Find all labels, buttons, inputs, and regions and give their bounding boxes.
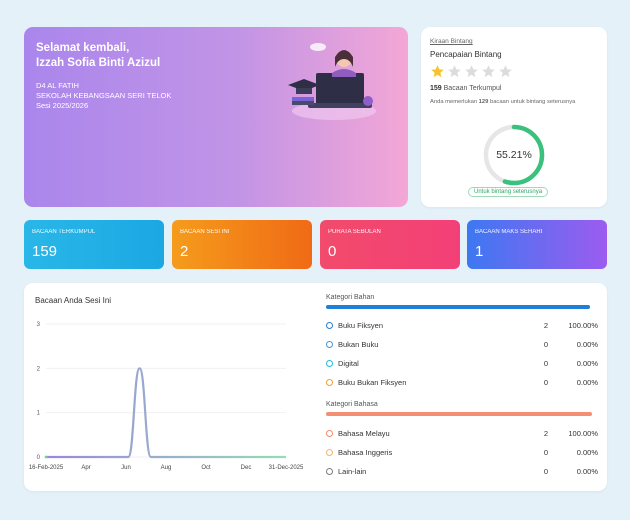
- session-readings-chart: 0 1 2 3 16-Feb-2025 Apr Jun Aug Oct Dec 31-Dec-20…: [29, 322, 304, 471]
- chart-title: Bacaan Anda Sesi Ini: [35, 296, 112, 305]
- collected-count: 159: [430, 85, 442, 92]
- category-dot-icon: [326, 341, 333, 348]
- y-tick-label: 3: [37, 322, 41, 328]
- x-tick-label: Apr: [81, 465, 90, 471]
- tile-monthly-average: PURATA SEBULAN 0: [320, 220, 460, 269]
- category-percent: 0.00%: [576, 340, 598, 349]
- need-suffix: bacaan untuk bintang seterusnya: [489, 99, 576, 105]
- tile-label: BACAAN SESI INI: [180, 229, 230, 235]
- category-dot-icon: [326, 468, 333, 475]
- category-count: 2: [543, 429, 548, 438]
- x-tick-label: 31-Dec-2025: [269, 465, 304, 471]
- welcome-banner: Selamat kembali, Izzah Sofia Binti Azizu…: [24, 27, 408, 207]
- category-row: Bahasa Inggeris 0 0.00%: [326, 447, 598, 459]
- category-count: 0: [543, 340, 548, 349]
- student-class: D4 AL FATIH: [36, 81, 79, 90]
- language-category-title: Kategori Bahasa: [326, 401, 378, 408]
- category-percent: 0.00%: [576, 359, 598, 368]
- category-row: Lain-lain 0 0.00%: [326, 466, 598, 478]
- tile-label: BACAAN TERKUMPUL: [32, 229, 96, 235]
- category-percent: 100.00%: [568, 429, 598, 438]
- progress-ring-arc: [483, 124, 545, 186]
- progress-percent: 55.21%: [496, 149, 532, 161]
- category-dot-icon: [326, 430, 333, 437]
- progress-ring: [483, 124, 545, 186]
- material-category-bar: [326, 305, 590, 309]
- tile-max-daily: BACAAN MAKS SEHARI 1: [467, 220, 607, 269]
- category-count: 0: [543, 467, 548, 476]
- school-name: SEKOLAH KEBANGSAAN SERI TELOK: [36, 91, 172, 100]
- category-name: Bukan Buku: [338, 340, 379, 349]
- category-row: Buku Bukan Fiksyen 0 0.00%: [326, 377, 598, 389]
- category-count: 0: [543, 359, 548, 368]
- star-empty-icon: [448, 65, 461, 78]
- category-name: Bahasa Melayu: [338, 429, 390, 438]
- category-percent: 0.00%: [576, 378, 598, 387]
- collected-label: Bacaan Terkumpul: [443, 85, 502, 92]
- category-dot-icon: [326, 360, 333, 367]
- y-tick-label: 0: [37, 455, 41, 461]
- tile-session-readings: BACAAN SESI INI 2: [172, 220, 312, 269]
- student-laptop-illustration: [288, 43, 376, 120]
- star-card-title: Pencapaian Bintang: [430, 50, 502, 59]
- star-empty-icon: [482, 65, 495, 78]
- star-count-link[interactable]: Kiraan Bintang: [430, 38, 473, 45]
- star-empty-icon: [499, 65, 512, 78]
- category-dot-icon: [326, 322, 333, 329]
- category-name: Lain-lain: [338, 467, 367, 476]
- tile-value: 2: [180, 243, 189, 260]
- welcome-greeting: Selamat kembali,: [36, 42, 130, 54]
- tile-total-readings: BACAAN TERKUMPUL 159: [24, 220, 164, 269]
- category-count: 0: [543, 378, 548, 387]
- category-percent: 100.00%: [568, 321, 598, 330]
- star-filled-icon: [431, 65, 444, 78]
- tile-value: 159: [32, 243, 58, 260]
- x-tick-label: Dec: [241, 465, 252, 471]
- tile-value: 1: [475, 243, 484, 260]
- category-row: Bahasa Melayu 2 100.00%: [326, 428, 598, 440]
- category-row: Digital 0 0.00%: [326, 358, 598, 370]
- language-category-bar: [326, 412, 592, 416]
- x-tick-label: Oct: [201, 465, 211, 471]
- material-category-title: Kategori Bahan: [326, 294, 375, 301]
- start-point-marker: [44, 455, 48, 459]
- need-prefix: Anda memerlukan: [430, 99, 478, 105]
- category-row: Bukan Buku 0 0.00%: [326, 339, 598, 351]
- x-tick-label: 16-Feb-2025: [29, 465, 64, 471]
- reading-stats-panel: Bacaan Anda Sesi Ini 0 1 2 3 16-Feb-2025 Apr…: [24, 283, 607, 491]
- next-star-pill: Untuk bintang seterusnya: [468, 187, 549, 197]
- x-tick-label: Aug: [161, 465, 172, 471]
- x-tick-label: Jun: [121, 465, 131, 471]
- category-percent: 0.00%: [576, 448, 598, 457]
- category-dot-icon: [326, 449, 333, 456]
- category-row: Buku Fiksyen 2 100.00%: [326, 320, 598, 332]
- collected-readings: 159 Bacaan Terkumpul: [430, 85, 598, 92]
- category-name: Digital: [338, 359, 359, 368]
- category-count: 0: [543, 448, 548, 457]
- student-name: Izzah Sofia Binti Azizul: [36, 57, 161, 69]
- category-name: Bahasa Inggeris: [338, 448, 393, 457]
- category-count: 2: [543, 321, 548, 330]
- session-label: Sesi 2025/2026: [36, 101, 89, 110]
- star-empty-icon: [465, 65, 478, 78]
- tile-label: PURATA SEBULAN: [328, 229, 381, 235]
- star-achievement-card: Kiraan Bintang Pencapaian Bintang 159 Ba…: [421, 27, 607, 207]
- readings-needed-note: Anda memerlukan 129 bacaan untuk bintang…: [430, 99, 598, 105]
- y-tick-label: 2: [37, 366, 41, 372]
- tile-value: 0: [328, 243, 337, 260]
- category-dot-icon: [326, 379, 333, 386]
- readings-line: [46, 367, 286, 459]
- tile-label: BACAAN MAKS SEHARI: [475, 229, 543, 235]
- category-name: Buku Fiksyen: [338, 321, 384, 330]
- category-percent: 0.00%: [576, 467, 598, 476]
- need-count: 129: [478, 99, 489, 105]
- category-name: Buku Bukan Fiksyen: [338, 378, 407, 387]
- star-rating: [430, 64, 598, 79]
- y-tick-label: 1: [37, 411, 41, 417]
